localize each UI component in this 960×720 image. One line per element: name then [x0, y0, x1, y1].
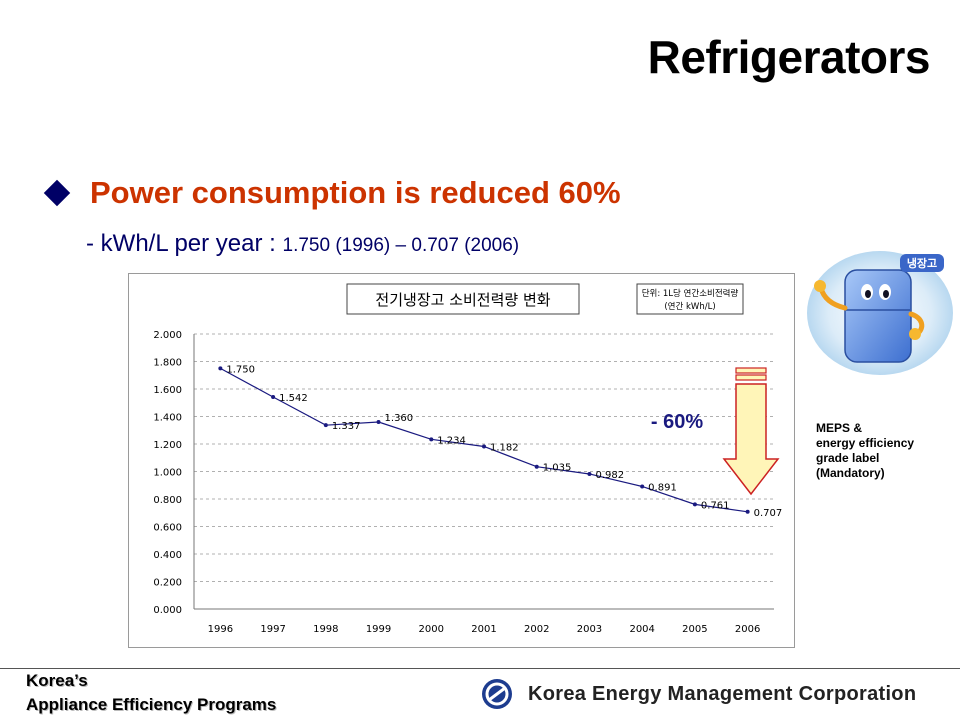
- arrow-bar: [735, 374, 767, 381]
- x-tick-label: 1996: [208, 624, 233, 635]
- data-point: [323, 423, 328, 428]
- x-tick-label: 2002: [524, 624, 549, 635]
- x-tick-label: 1997: [260, 624, 285, 635]
- org-name: Korea Energy Management Corporation: [528, 682, 917, 705]
- data-label: 1.035: [543, 463, 572, 474]
- data-point: [534, 464, 539, 469]
- y-tick-label: 0.800: [153, 495, 182, 506]
- reduction-annotation: - 60%: [651, 411, 703, 433]
- meps-line-1: MEPS &: [816, 421, 863, 435]
- meps-label: MEPS & energy efficiency grade label (Ma…: [816, 421, 956, 481]
- x-tick-label: 1998: [313, 624, 338, 635]
- bullet-row: Power consumption is reduced 60%: [43, 175, 621, 211]
- data-point: [745, 509, 750, 514]
- bullet-text: Power consumption is reduced 60%: [90, 175, 621, 210]
- data-label: 1.234: [437, 435, 466, 446]
- data-label: 0.761: [701, 500, 730, 511]
- mascot-badge: 냉장고: [907, 256, 937, 270]
- y-tick-label: 1.600: [153, 385, 182, 396]
- y-tick-label: 1.200: [153, 440, 182, 451]
- x-tick-label: 2006: [735, 624, 760, 635]
- subline-values: 1.750 (1996) – 0.707 (2006): [282, 235, 520, 256]
- kemco-logo-icon: [482, 679, 512, 709]
- data-label: 1.337: [332, 421, 361, 432]
- refrigerator-mascot-icon: 냉장고: [807, 251, 953, 375]
- data-label: 1.750: [226, 364, 255, 375]
- arrow-bar: [735, 367, 767, 374]
- data-point: [429, 437, 434, 442]
- data-point: [218, 366, 223, 371]
- x-tick-label: 2004: [629, 624, 654, 635]
- footer-divider: [0, 668, 960, 669]
- chart-title: 전기냉장고 소비전력량 변화: [375, 291, 550, 309]
- meps-line-4: (Mandatory): [816, 466, 885, 480]
- footer-line-1: Korea’s: [26, 671, 88, 690]
- y-tick-label: 0.600: [153, 523, 182, 534]
- data-label: 1.542: [279, 393, 308, 404]
- meps-line-3: grade label: [816, 451, 880, 465]
- slide-title: Refrigerators: [647, 31, 931, 83]
- down-arrow: [722, 383, 780, 496]
- y-tick-label: 1.800: [153, 358, 182, 369]
- unit-note-line-2: (연간 kWh/L): [664, 301, 715, 312]
- y-tick-label: 1.400: [153, 413, 182, 424]
- data-label: 0.707: [754, 508, 783, 519]
- diamond-bullet-icon: [43, 179, 71, 207]
- x-tick-label: 2000: [419, 624, 444, 635]
- data-label: 1.182: [490, 442, 519, 453]
- y-tick-label: 2.000: [153, 330, 182, 341]
- meps-line-2: energy efficiency: [816, 436, 915, 450]
- unit-note-box: [636, 283, 744, 315]
- data-point: [692, 502, 697, 507]
- footer-left: Korea’s Appliance Efficiency Programs: [26, 669, 276, 717]
- x-tick-label: 2001: [471, 624, 496, 635]
- data-label: 0.982: [595, 470, 624, 481]
- x-tick-label: 2003: [577, 624, 602, 635]
- y-tick-label: 0.200: [153, 578, 182, 589]
- subline-prefix: - kWh/L per year :: [86, 230, 283, 257]
- data-point: [271, 394, 276, 399]
- x-tick-label: 2005: [682, 624, 707, 635]
- chart-frame: 전기냉장고 소비전력량 변화 단위: 1L당 연간소비전력량 (연간 kWh/L) 0…: [128, 273, 795, 648]
- data-point: [640, 484, 645, 489]
- data-point: [587, 471, 592, 476]
- chart-title-box: [346, 283, 580, 315]
- data-point: [376, 420, 381, 424]
- line-chart: 전기냉장고 소비전력량 변화 단위: 1L당 연간소비전력량 (연간 kWh/L) 0…: [153, 283, 783, 635]
- footer-line-2: Appliance Efficiency Programs: [26, 695, 277, 714]
- sub-line: - kWh/L per year : 1.750 (1996) – 0.707 …: [86, 230, 519, 258]
- y-tick-label: 0.400: [153, 550, 182, 561]
- data-point: [482, 444, 486, 449]
- footer-org: Korea Energy Management Corporation: [480, 677, 916, 711]
- x-tick-label: 1999: [366, 624, 391, 635]
- unit-note-line-1: 단위: 1L당 연간소비전력량: [642, 288, 739, 299]
- y-tick-label: 0.000: [153, 605, 182, 616]
- y-tick-label: 1.000: [153, 468, 182, 479]
- data-label: 1.360: [385, 413, 414, 424]
- data-label: 0.891: [648, 482, 677, 493]
